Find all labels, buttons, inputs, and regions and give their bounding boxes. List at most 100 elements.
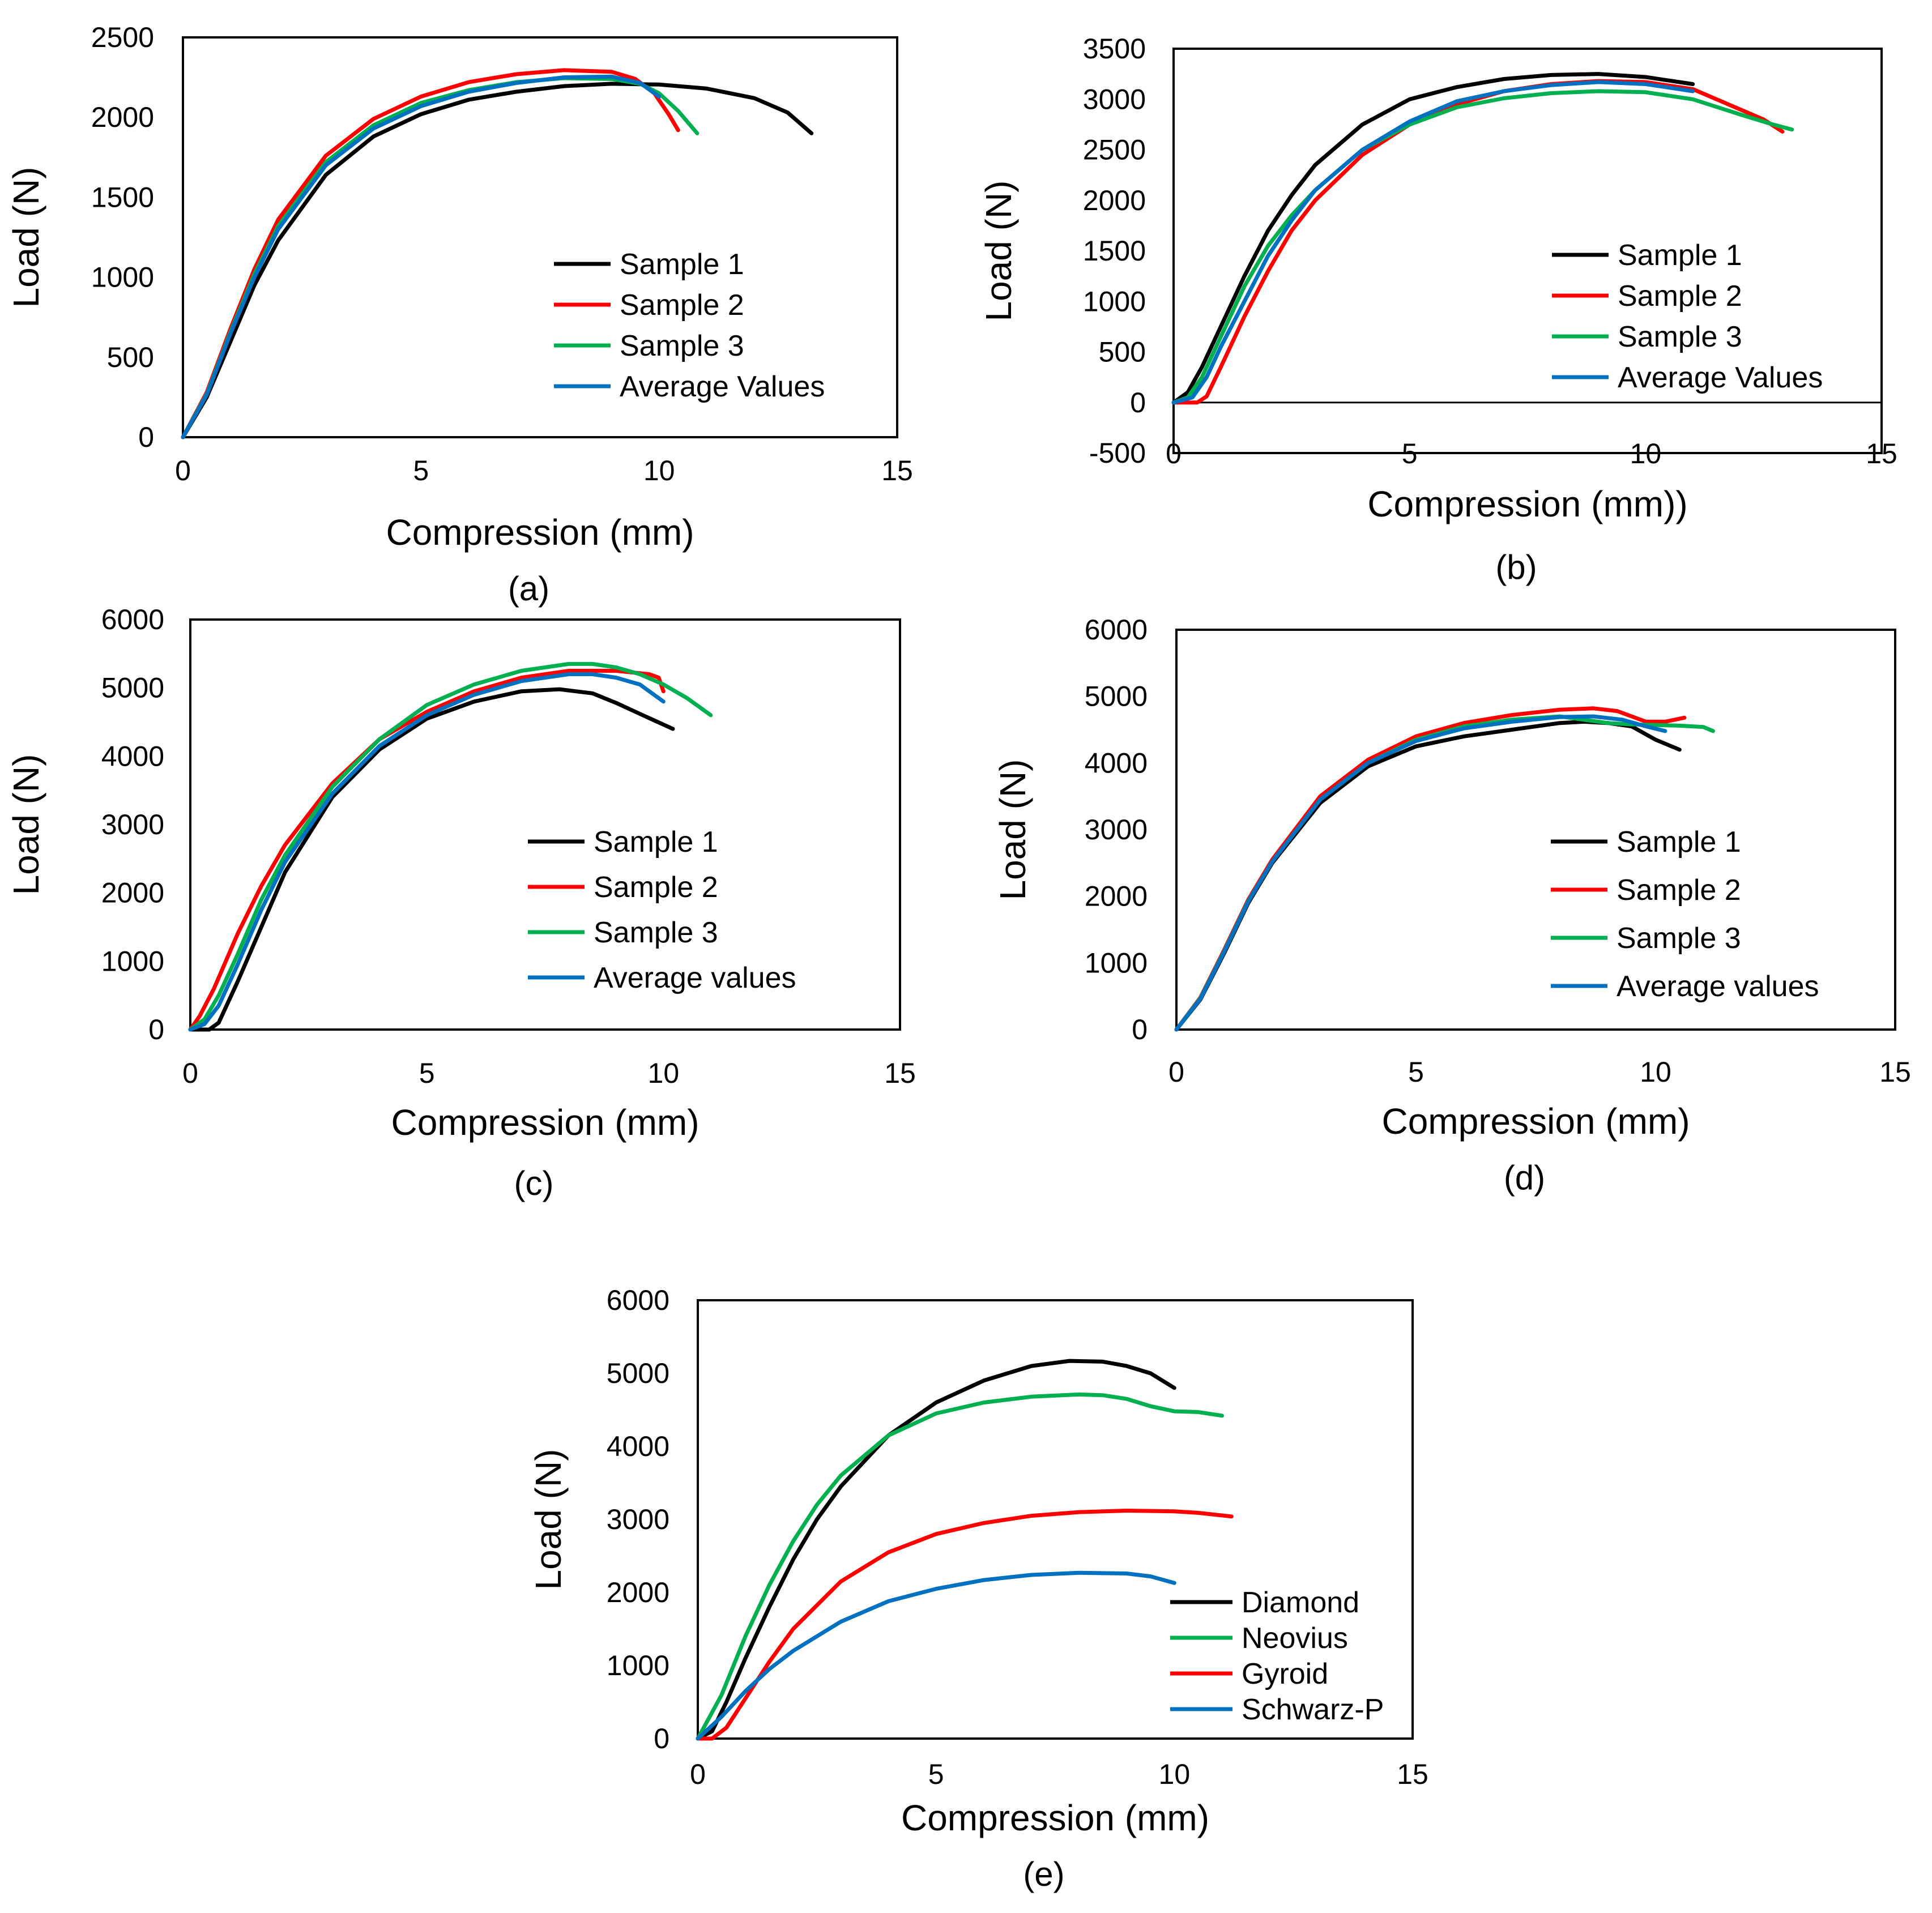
y-tick-label: 3000 [1083,83,1146,115]
y-tick-label: 500 [107,341,154,373]
legend: Sample 1 Sample 2 Sample 3 Average values [528,826,796,994]
x-tick-label: 10 [1630,438,1662,469]
x-tick-label: 15 [1397,1758,1428,1790]
legend-label: Average Values [620,370,825,403]
legend-label: Diamond [1242,1586,1359,1619]
y-tick-label: 4000 [607,1431,669,1462]
x-tick-label: 10 [648,1057,680,1089]
x-tick-label: 10 [643,455,675,486]
legend-label: Schwarz-P [1242,1693,1384,1726]
chart-b: -500 0 500 1000 1500 2000 2500 3000 3500 0 5 10 15 Co… [978,33,1897,586]
y-tick-label: 1000 [101,945,164,977]
x-tick-label: 5 [419,1057,435,1089]
y-tick-label: 2000 [101,877,164,909]
series-line-sample-1 [1171,72,1695,405]
legend-label: Average Values [1618,361,1823,394]
series-line-sample-3 [1171,89,1794,405]
series-line-average-values [188,672,666,1032]
legend: Sample 1 Sample 2 Sample 3 Average Values [1552,239,1823,394]
legend-label: Sample 1 [594,826,718,859]
legend: Sample 1 Sample 2 Sample 3 Average values [1551,826,1819,1003]
y-axis-label: Load (N) [6,754,46,895]
series-line-sample-1 [188,687,675,1032]
x-tick-label: 5 [1408,1056,1424,1088]
y-tick-label: 4000 [1085,747,1148,779]
series-line-sample-1 [181,82,814,439]
x-tick-label: 5 [1402,438,1418,469]
y-tick-label: 500 [1099,336,1146,368]
legend-label: Sample 1 [620,248,744,281]
x-axis-label: Compression (mm)) [1367,484,1687,524]
legend-label: Sample 3 [620,330,744,362]
series-line-sample-2 [1174,706,1687,1032]
series-line-sample-2 [188,669,666,1032]
y-tick-label: 3000 [607,1504,669,1535]
legend: Sample 1 Sample 2 Sample 3 Average Values [554,248,825,403]
x-axis-label: Compression (mm) [901,1797,1209,1838]
x-tick-label: 15 [1866,438,1897,469]
x-tick-label: 0 [1166,438,1182,469]
y-tick-label: 6000 [101,604,164,635]
plot-frame [1172,48,1883,454]
y-tick-label: 3000 [1085,814,1148,846]
y-axis-label: Load (N) [6,167,46,308]
legend-label: Sample 1 [1617,826,1741,859]
y-tick-label: 6000 [1085,614,1148,646]
legend-label: Sample 2 [620,289,744,322]
series-line-sample-1 [1174,719,1682,1032]
x-tick-label: 15 [881,455,913,486]
series-line-diamond [696,1359,1176,1741]
legend-label: Sample 3 [1618,321,1742,353]
plot-frame [1175,629,1896,1031]
panel-caption: (d) [1504,1159,1545,1197]
y-tick-label: 6000 [607,1284,669,1316]
series-line-average-values [181,74,662,439]
legend-label: Sample 1 [1618,239,1742,272]
y-tick-label: 0 [148,1014,164,1045]
y-tick-label: 1500 [91,181,154,213]
x-tick-label: 10 [1640,1056,1671,1088]
panel-caption: (c) [514,1164,554,1202]
legend-label: Sample 2 [594,871,718,904]
x-tick-label: 15 [1879,1056,1911,1088]
legend-label: Sample 3 [1617,922,1741,955]
y-tick-label: 3500 [1083,33,1146,65]
y-tick-label: 5000 [607,1357,669,1389]
y-tick-label: -500 [1089,437,1146,469]
panel-caption: (a) [508,570,549,608]
y-axis-label: Load (N) [978,181,1019,322]
series-line-neovius [696,1392,1224,1741]
y-tick-label: 0 [1132,1014,1148,1045]
y-tick-label: 1000 [1085,947,1148,979]
chart-e: 0 1000 2000 3000 4000 5000 6000 0 5 10 15 Compressi… [528,1284,1428,1893]
plot-frame [697,1299,1414,1740]
x-tick-label: 0 [690,1758,706,1790]
series-line-schwarz-p [696,1570,1176,1741]
legend-label: Sample 2 [1618,280,1742,313]
x-axis-label: Compression (mm) [1381,1101,1690,1142]
y-tick-label: 1000 [91,262,154,293]
panel-caption: (e) [1023,1855,1064,1893]
series-line-gyroid [696,1509,1234,1741]
x-tick-label: 0 [182,1057,198,1089]
legend-label: Gyroid [1242,1658,1328,1690]
plot-frame [189,618,901,1031]
series-line-average-values [1174,714,1667,1032]
chart-c: 0 1000 2000 3000 4000 5000 6000 0 5 10 15 Compressi… [6,604,916,1202]
x-tick-label: 5 [928,1758,944,1790]
y-tick-label: 4000 [101,740,164,772]
y-tick-label: 0 [1130,387,1146,419]
legend-label: Sample 2 [1617,874,1741,907]
y-tick-label: 1000 [1083,285,1146,317]
chart-a: 0 500 1000 1500 2000 2500 0 5 10 15 Compression (m… [6,22,913,608]
y-tick-label: 5000 [1085,681,1148,712]
y-tick-label: 2000 [91,101,154,133]
x-axis-label: Compression (mm) [386,512,694,553]
series-line-sample-3 [188,661,713,1032]
y-tick-label: 0 [654,1723,669,1754]
y-axis-label: Load (N) [992,759,1033,900]
x-axis-label: Compression (mm) [391,1102,699,1143]
x-tick-label: 10 [1159,1758,1191,1790]
